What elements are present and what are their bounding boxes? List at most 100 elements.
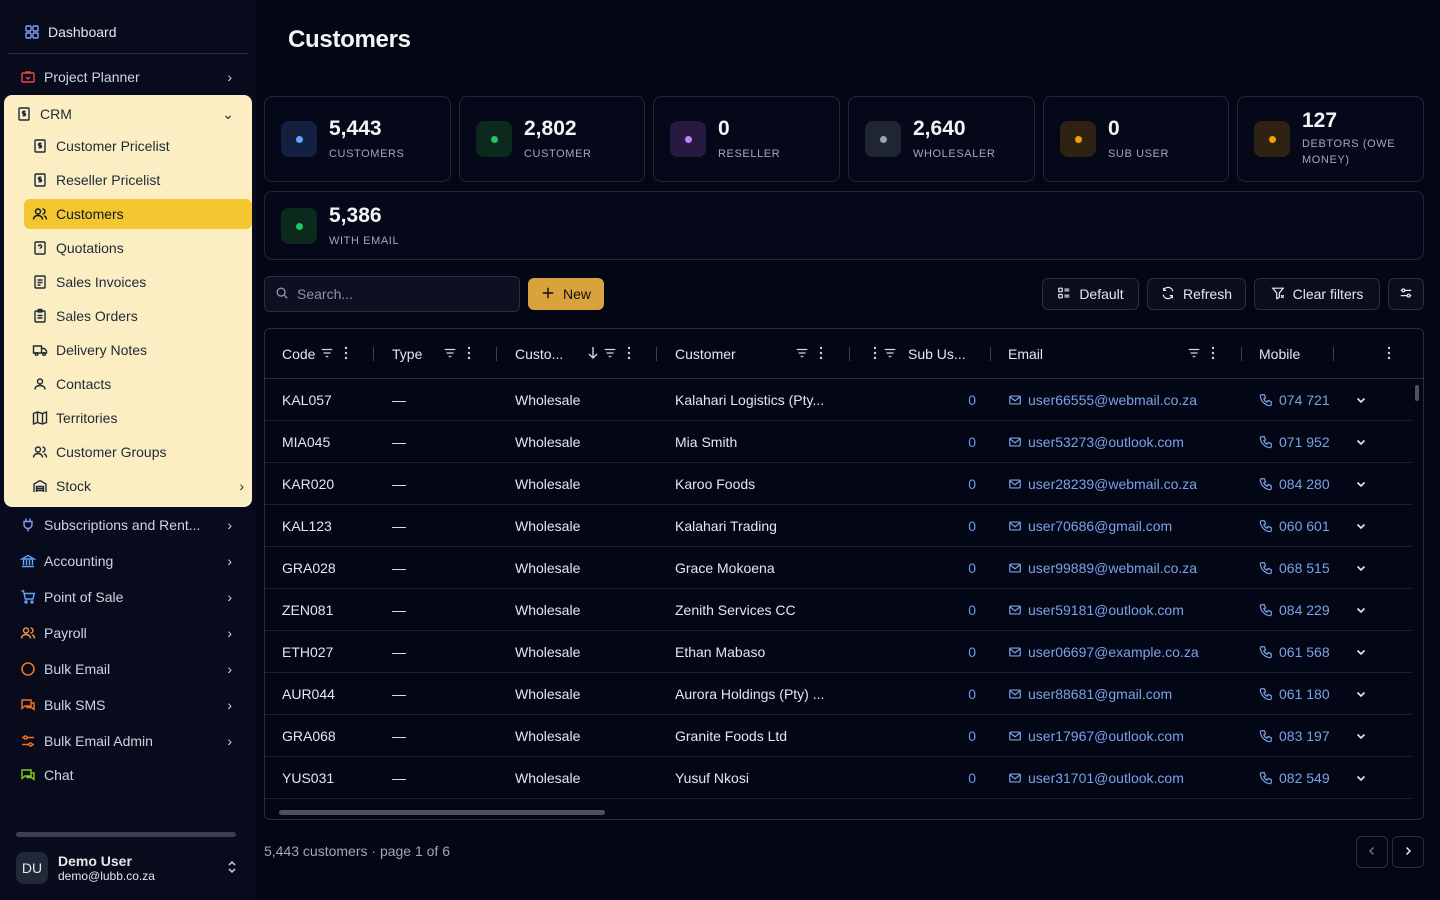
cell-email[interactable]: user31701@outlook.com (1008, 757, 1233, 799)
column-resize-handle[interactable] (496, 347, 497, 361)
more-vertical-icon[interactable] (1387, 346, 1391, 363)
user-menu[interactable]: DU Demo User demo@lubb.co.za (8, 846, 248, 890)
table-row[interactable]: KAL123 — Wholesale Kalahari Trading 0 user706… (265, 505, 1411, 547)
sidebar-item-point-of-sale[interactable]: Point of Sale › (8, 581, 248, 613)
expand-row-button[interactable] (1355, 757, 1367, 799)
cell-email[interactable]: user59181@outlook.com (1008, 589, 1233, 631)
table-row[interactable]: GRA068 — Wholesale Granite Foods Ltd 0 user17… (265, 715, 1411, 757)
more-vertical-icon[interactable] (627, 346, 631, 363)
cell-email[interactable]: user70686@gmail.com (1008, 505, 1233, 547)
cell-email[interactable]: user53273@outlook.com (1008, 421, 1233, 463)
phone-link[interactable]: 061 180 (1279, 686, 1330, 702)
sidebar-item-delivery-notes[interactable]: Delivery Notes (24, 335, 252, 365)
cell-email[interactable]: user28239@webmail.co.za (1008, 463, 1233, 505)
phone-link[interactable]: 084 229 (1279, 602, 1330, 618)
cell-email[interactable]: user66555@webmail.co.za (1008, 379, 1233, 421)
column-resize-handle[interactable] (990, 347, 991, 361)
expand-row-button[interactable] (1355, 463, 1367, 505)
sidebar-item-sales-invoices[interactable]: Sales Invoices (24, 267, 252, 297)
cell-email[interactable]: user99889@webmail.co.za (1008, 547, 1233, 589)
email-link[interactable]: user99889@webmail.co.za (1028, 560, 1198, 576)
cell-mobile[interactable]: 068 515 (1259, 547, 1333, 589)
expand-row-button[interactable] (1355, 421, 1367, 463)
vertical-scrollbar[interactable] (1415, 385, 1419, 401)
column-settings-button[interactable] (1388, 278, 1424, 310)
column-header-type[interactable]: Type (392, 346, 423, 362)
more-vertical-icon[interactable] (819, 346, 823, 363)
sidebar-item-subscriptions[interactable]: Subscriptions and Rent... › (8, 509, 248, 541)
column-header-sub-users[interactable]: Sub Us... (908, 346, 966, 362)
email-link[interactable]: user66555@webmail.co.za (1028, 392, 1198, 408)
filter-icon[interactable] (603, 346, 617, 363)
phone-link[interactable]: 082 549 (1279, 770, 1330, 786)
column-header-customer-type[interactable]: Custo... (515, 346, 564, 362)
email-link[interactable]: user59181@outlook.com (1028, 602, 1184, 618)
cell-mobile[interactable]: 061 180 (1259, 673, 1333, 715)
expand-row-button[interactable] (1355, 631, 1367, 673)
previous-page-button[interactable] (1356, 836, 1388, 868)
filter-icon[interactable] (883, 346, 897, 363)
sidebar-item-stock[interactable]: Stock › (24, 471, 252, 501)
sidebar-item-accounting[interactable]: Accounting › (8, 545, 248, 577)
sidebar-item-dashboard[interactable]: Dashboard (8, 10, 248, 54)
expand-row-button[interactable] (1355, 589, 1367, 631)
cell-email[interactable]: user06697@example.co.za (1008, 631, 1233, 673)
next-page-button[interactable] (1392, 836, 1424, 868)
cell-mobile[interactable]: 084 280 (1259, 463, 1333, 505)
sidebar-item-reseller-pricelist[interactable]: Reseller Pricelist (24, 165, 252, 195)
horizontal-scrollbar[interactable] (279, 810, 605, 815)
more-vertical-icon[interactable] (467, 346, 471, 363)
refresh-button[interactable]: Refresh (1147, 278, 1246, 310)
new-button[interactable]: New (528, 278, 604, 310)
sidebar-item-contacts[interactable]: Contacts (24, 369, 252, 399)
column-header-customer[interactable]: Customer (675, 346, 736, 362)
column-resize-handle[interactable] (849, 347, 850, 361)
sort-desc-icon[interactable] (587, 346, 599, 363)
phone-link[interactable]: 083 197 (1279, 728, 1330, 744)
sidebar-item-chat[interactable]: Chat (8, 759, 248, 791)
phone-link[interactable]: 071 952 (1279, 434, 1330, 450)
phone-link[interactable]: 068 515 (1279, 560, 1330, 576)
cell-mobile[interactable]: 083 197 (1259, 715, 1333, 757)
column-header-email[interactable]: Email (1008, 346, 1044, 362)
phone-link[interactable]: 074 721 (1279, 392, 1330, 408)
cell-mobile[interactable]: 084 229 (1259, 589, 1333, 631)
email-link[interactable]: user28239@webmail.co.za (1028, 476, 1198, 492)
sidebar-item-bulk-email[interactable]: Bulk Email › (8, 653, 248, 685)
table-row[interactable]: YUS031 — Wholesale Yusuf Nkosi 0 user31701@ou… (265, 757, 1411, 799)
cell-mobile[interactable]: 060 601 (1259, 505, 1333, 547)
sidebar-item-bulk-sms[interactable]: Bulk SMS › (8, 689, 248, 721)
sidebar-item-payroll[interactable]: Payroll › (8, 617, 248, 649)
email-link[interactable]: user88681@gmail.com (1028, 686, 1173, 702)
clear-filters-button[interactable]: Clear filters (1254, 278, 1380, 310)
table-row[interactable]: KAL057 — Wholesale Kalahari Logistics (Pty.… (265, 379, 1411, 421)
cell-mobile[interactable]: 071 952 (1259, 421, 1333, 463)
table-row[interactable]: ZEN081 — Wholesale Zenith Services CC 0 user5… (265, 589, 1411, 631)
cell-mobile[interactable]: 082 549 (1259, 757, 1333, 799)
sidebar-item-customer-pricelist[interactable]: Customer Pricelist (24, 131, 252, 161)
cell-mobile[interactable]: 074 721 (1259, 379, 1333, 421)
filter-icon[interactable] (320, 346, 334, 363)
column-header-mobile[interactable]: Mobile (1259, 346, 1301, 362)
sidebar-item-sales-orders[interactable]: Sales Orders (24, 301, 252, 331)
email-link[interactable]: user06697@example.co.za (1028, 644, 1199, 660)
phone-link[interactable]: 061 568 (1279, 644, 1330, 660)
email-link[interactable]: user70686@gmail.com (1028, 518, 1173, 534)
column-resize-handle[interactable] (656, 347, 657, 361)
filter-icon[interactable] (795, 346, 809, 363)
sidebar-item-territories[interactable]: Territories (24, 403, 252, 433)
cell-email[interactable]: user17967@outlook.com (1008, 715, 1233, 757)
filter-icon[interactable] (443, 346, 457, 363)
table-row[interactable]: MIA045 — Wholesale Mia Smith 0 user53273@outl… (265, 421, 1411, 463)
expand-row-button[interactable] (1355, 715, 1367, 757)
expand-row-button[interactable] (1355, 505, 1367, 547)
table-row[interactable]: ETH027 — Wholesale Ethan Mabaso 0 user06697@e… (265, 631, 1411, 673)
email-link[interactable]: user31701@outlook.com (1028, 770, 1184, 786)
search-input[interactable] (297, 286, 497, 302)
more-vertical-icon[interactable] (873, 346, 877, 363)
more-vertical-icon[interactable] (344, 346, 348, 363)
sidebar-item-customer-groups[interactable]: Customer Groups (24, 437, 252, 467)
table-row[interactable]: AUR044 — Wholesale Aurora Holdings (Pty) ..… (265, 673, 1411, 715)
sidebar-item-crm[interactable]: CRM ⌄ (16, 101, 248, 127)
cell-email[interactable]: user88681@gmail.com (1008, 673, 1233, 715)
